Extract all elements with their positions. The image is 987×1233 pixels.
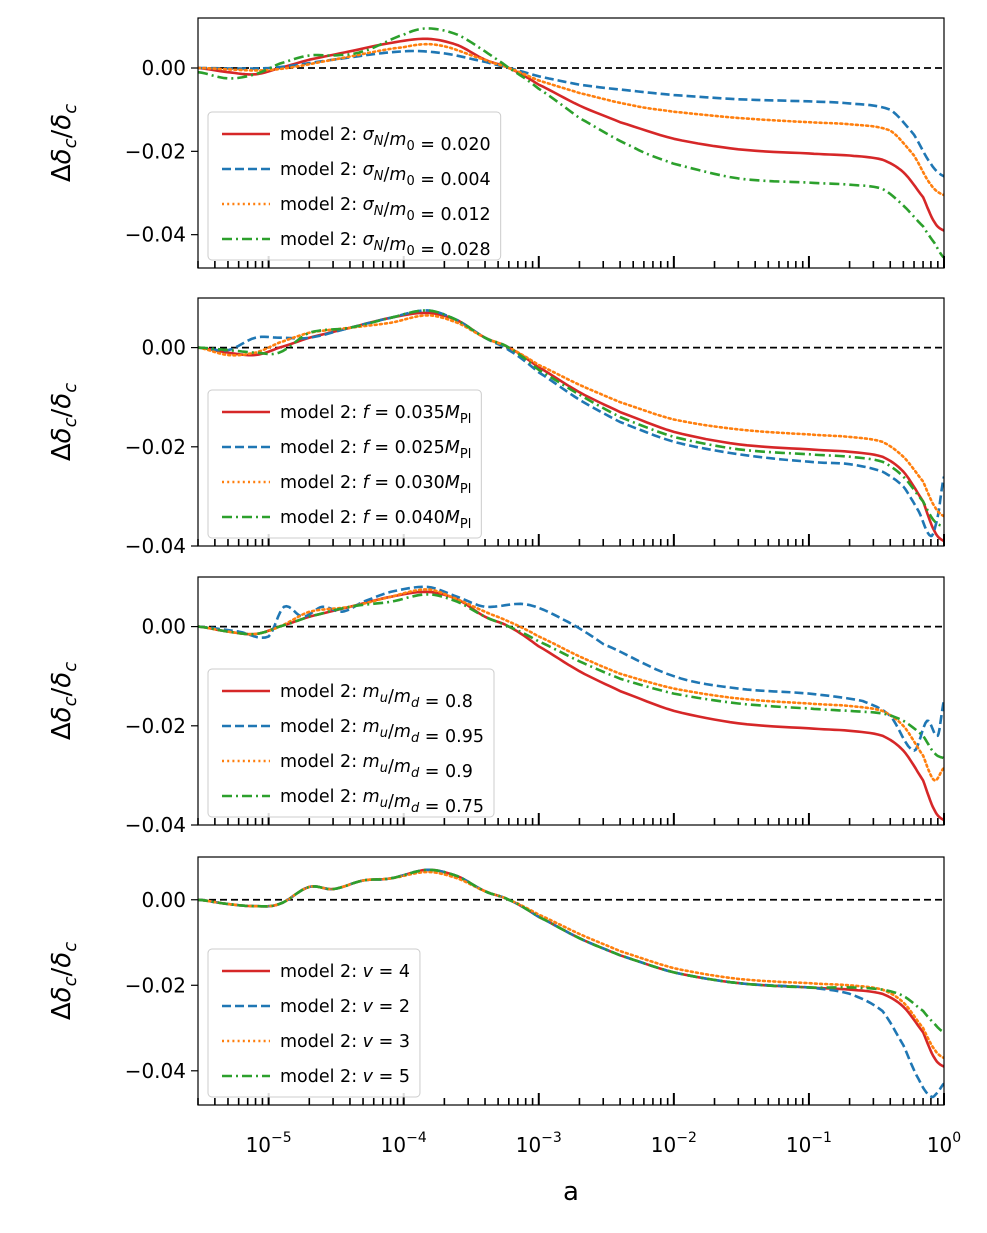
legend-label: model 2: f = 0.035MPl xyxy=(280,403,471,427)
legend-label: model 2: f = 0.030MPl xyxy=(280,473,471,497)
legend-label: model 2: f = 0.040MPl xyxy=(280,508,471,532)
x-tick-label: 10−2 xyxy=(651,1130,697,1157)
legend-box xyxy=(207,111,502,261)
y-tick-label: 0.00 xyxy=(141,888,186,912)
legend-label: model 2: mu/md = 0.9 xyxy=(280,752,473,782)
series-line-sigma-0 xyxy=(198,37,944,232)
y-tick-label: −0.02 xyxy=(125,714,186,738)
y-axis-label: Δδc/δc xyxy=(47,104,81,182)
axes-frame xyxy=(197,297,945,547)
series-line-f-3 xyxy=(198,309,944,528)
x-tick-label: 10−3 xyxy=(516,1130,562,1157)
y-axis-label: Δδc/δc xyxy=(47,662,81,740)
y-axis-label: Δδc/δc xyxy=(47,383,81,461)
legend-box xyxy=(207,668,495,818)
y-tick-label: 0.00 xyxy=(141,56,186,80)
y-tick-label: −0.04 xyxy=(125,813,186,837)
legend: model 2: f = 0.035MPl model 2: f = 0.025M… xyxy=(207,389,482,539)
series-line-sigma-1 xyxy=(198,49,944,178)
legend-label: model 2: σN/m0 = 0.020 xyxy=(280,125,491,155)
legend: model 2: σN/m0 = 0.020 model 2: σN/m0 = 0… xyxy=(207,111,502,261)
x-axis-label: a xyxy=(563,1177,579,1207)
series-line-mu_md-2 xyxy=(198,588,944,782)
panel-sigma: 0.00 −0.02 −0.04 Δδc/δc model 2: σN/m0 = 0.0… xyxy=(47,17,945,269)
legend: model 2: mu/md = 0.8 model 2: mu/md = 0.9… xyxy=(207,668,495,818)
axes-frame xyxy=(197,17,945,269)
series-line-f-0 xyxy=(198,311,944,543)
x-tick-label: 10−4 xyxy=(381,1130,427,1157)
legend-box xyxy=(207,389,482,539)
legend: model 2: v = 4 model 2: v = 2 model 2: v =… xyxy=(207,948,421,1098)
legend-label: model 2: σN/m0 = 0.004 xyxy=(280,160,491,190)
series-line-v-3 xyxy=(198,868,944,1034)
legend-label: model 2: v = 2 xyxy=(280,997,410,1017)
panel-mu_md: 0.00 −0.02 −0.04 Δδc/δc model 2: mu/md = 0.8… xyxy=(47,576,945,837)
legend-label: model 2: σN/m0 = 0.012 xyxy=(280,195,491,225)
legend-label: model 2: v = 4 xyxy=(280,962,410,982)
panel-f: 0.00 −0.02 −0.04 Δδc/δc model 2: f = 0.035MP… xyxy=(47,297,945,558)
y-tick-label: −0.02 xyxy=(125,139,186,163)
legend-box xyxy=(207,948,421,1098)
series-line-mu_md-3 xyxy=(198,593,944,760)
x-tick-label: 100 xyxy=(927,1130,961,1157)
legend-label: model 2: v = 5 xyxy=(280,1067,410,1087)
series-line-f-2 xyxy=(198,314,944,518)
axes-frame xyxy=(197,856,945,1106)
y-tick-label: −0.02 xyxy=(125,973,186,997)
x-tick-label: 10−1 xyxy=(786,1130,832,1157)
legend-label: model 2: mu/md = 0.8 xyxy=(280,682,473,712)
legend-label: model 2: mu/md = 0.75 xyxy=(280,787,484,817)
legend-label: model 2: mu/md = 0.95 xyxy=(280,717,484,747)
series-line-f-1 xyxy=(198,309,944,538)
y-tick-label: −0.04 xyxy=(125,1059,186,1083)
series-line-sigma-3 xyxy=(198,27,944,259)
legend-label: model 2: v = 3 xyxy=(280,1032,410,1052)
axes-frame xyxy=(197,576,945,826)
series-line-v-1 xyxy=(198,868,944,1099)
legend-label: model 2: f = 0.025MPl xyxy=(280,438,471,462)
y-tick-label: 0.00 xyxy=(141,336,186,360)
legend-label: model 2: σN/m0 = 0.028 xyxy=(280,230,491,260)
y-tick-label: −0.04 xyxy=(125,223,186,247)
x-tick-label: 10−5 xyxy=(246,1130,292,1157)
y-tick-label: −0.04 xyxy=(125,534,186,558)
y-tick-label: 0.00 xyxy=(141,615,186,639)
y-axis-label: Δδc/δc xyxy=(47,942,81,1020)
y-tick-label: −0.02 xyxy=(125,435,186,459)
